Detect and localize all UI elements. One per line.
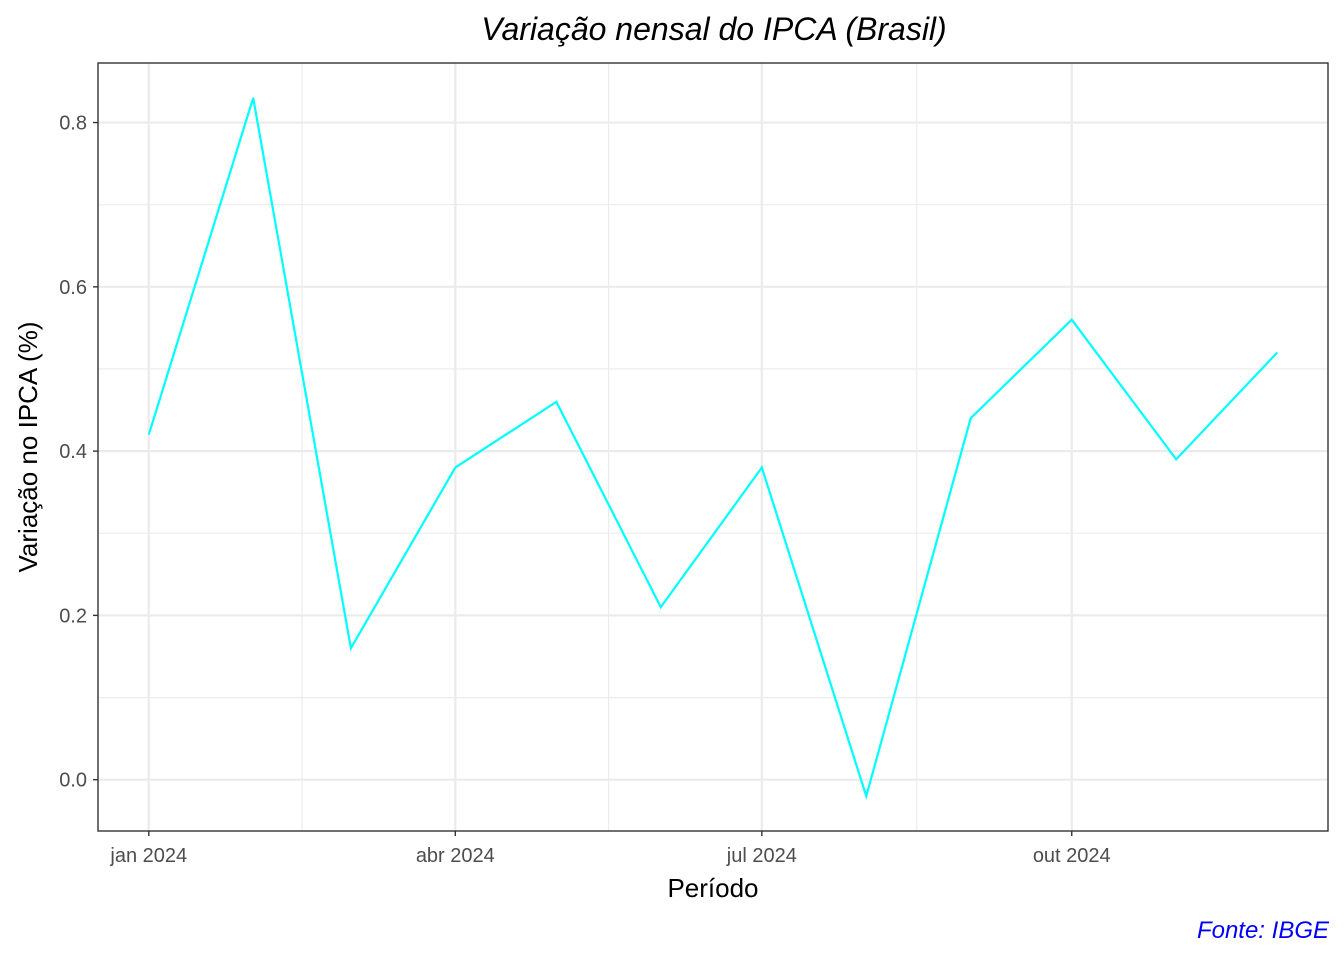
x-axis: jan 2024 abr 2024 jul 2024 out 2024 xyxy=(109,831,1111,867)
y-tick-label: 0.2 xyxy=(59,605,87,627)
chart-caption: Fonte: IBGE xyxy=(1197,917,1330,944)
x-tick-label: jan 2024 xyxy=(109,845,187,867)
y-tick-label: 0.8 xyxy=(59,113,87,135)
x-tick-label: abr 2024 xyxy=(416,845,495,867)
y-axis-title: Variação no IPCA (%) xyxy=(13,322,43,573)
chart-title: Variação nensal do IPCA (Brasil) xyxy=(481,11,946,47)
y-tick-label: 0.6 xyxy=(59,277,87,299)
y-tick-label: 0.4 xyxy=(59,441,87,463)
y-axis: 0.0 0.2 0.4 0.6 0.8 xyxy=(59,113,98,792)
x-tick-label: jul 2024 xyxy=(726,845,797,867)
series-layer xyxy=(147,97,1279,800)
x-tick-label: out 2024 xyxy=(1033,845,1111,867)
major-gridlines xyxy=(98,63,1328,831)
series-line xyxy=(147,97,1279,800)
panel-border xyxy=(97,62,1329,832)
x-axis-title: Período xyxy=(667,873,758,903)
y-tick-label: 0.0 xyxy=(59,770,87,792)
